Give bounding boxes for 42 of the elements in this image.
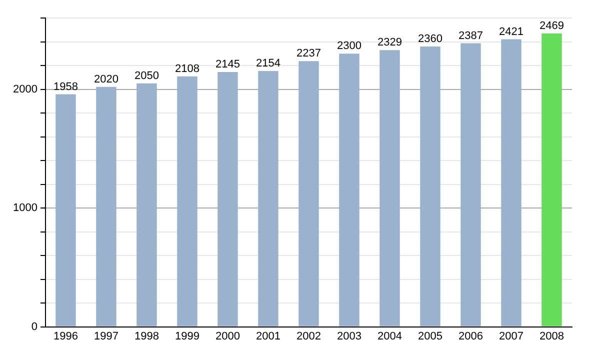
data-label: 2469 (540, 20, 564, 32)
bar (258, 70, 278, 326)
data-label: 2360 (418, 33, 442, 46)
x-tick-label: 2005 (418, 330, 442, 342)
bar (96, 86, 116, 326)
data-label: 2050 (134, 70, 159, 82)
bar (380, 50, 400, 326)
data-label: 2237 (296, 48, 321, 60)
data-label: 2421 (499, 26, 524, 38)
x-tick-label: 2006 (458, 330, 483, 342)
bar (298, 61, 319, 326)
data-label: 2329 (378, 36, 402, 49)
x-tick-label: 2002 (296, 330, 321, 342)
data-label: 2300 (336, 40, 362, 52)
x-tick-label: 2004 (378, 330, 402, 342)
y-tick-label: 2000 (12, 83, 38, 96)
bar (460, 43, 481, 326)
bar (136, 83, 157, 326)
data-label: 2020 (94, 73, 118, 86)
data-label: 2387 (458, 30, 483, 42)
x-tick-label: 1998 (134, 330, 159, 342)
y-tick-label: 1000 (12, 202, 38, 214)
data-label: 2145 (215, 58, 240, 71)
x-tick-label: 2000 (215, 330, 240, 342)
bar (56, 94, 76, 326)
bar (501, 39, 522, 326)
bar (542, 34, 562, 326)
x-tick-label: 2003 (336, 330, 362, 342)
x-tick-label: 2001 (256, 330, 280, 342)
bar (339, 54, 360, 326)
data-label: 1958 (53, 80, 78, 93)
x-tick-label: 2008 (540, 330, 564, 342)
x-tick-label: 1997 (94, 330, 118, 342)
bar (177, 76, 198, 326)
data-label: 2108 (174, 62, 200, 75)
x-tick-label: 2007 (499, 330, 524, 342)
bar (420, 46, 440, 326)
x-tick-label: 1996 (53, 330, 78, 342)
bar (218, 72, 238, 326)
x-tick-label: 1999 (174, 330, 200, 342)
data-label: 2154 (256, 58, 280, 70)
y-tick-label: 0 (31, 320, 38, 333)
